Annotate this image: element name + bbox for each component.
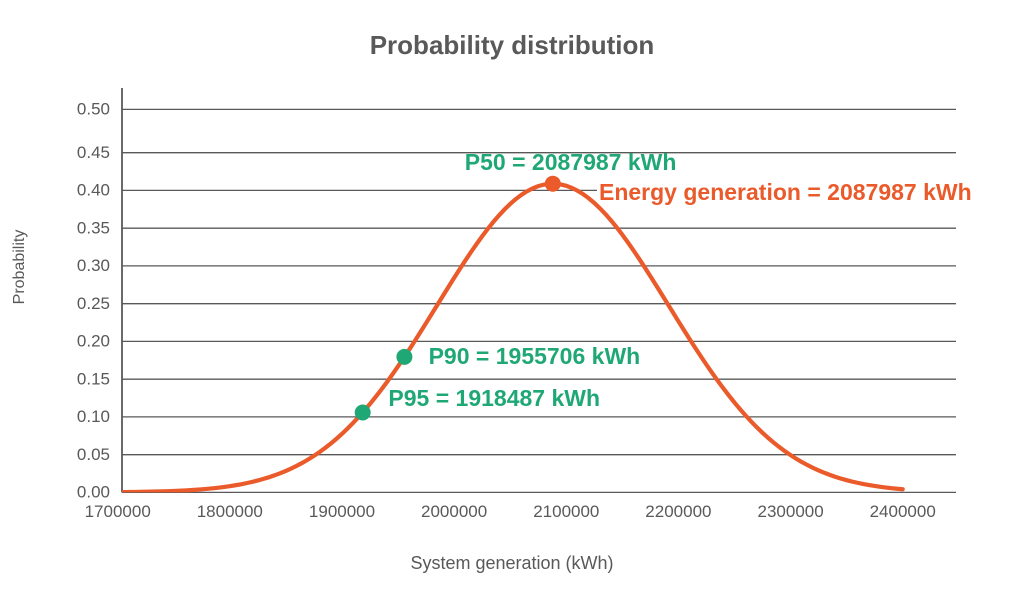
svg-text:0.15: 0.15	[77, 369, 110, 388]
svg-text:1700000: 1700000	[85, 502, 151, 521]
svg-text:0.40: 0.40	[77, 181, 110, 200]
svg-text:2000000: 2000000	[421, 502, 487, 521]
svg-text:0.30: 0.30	[77, 256, 110, 275]
svg-text:P50 = 2087987 kWh: P50 = 2087987 kWh	[465, 149, 677, 175]
svg-text:2400000: 2400000	[870, 502, 936, 521]
svg-text:P90 = 1955706 kWh: P90 = 1955706 kWh	[429, 343, 641, 369]
svg-text:1800000: 1800000	[197, 502, 263, 521]
svg-text:P95 = 1918487 kWh: P95 = 1918487 kWh	[388, 385, 600, 411]
svg-text:0.35: 0.35	[77, 218, 110, 237]
svg-text:2300000: 2300000	[758, 502, 824, 521]
svg-text:0.00: 0.00	[77, 483, 110, 502]
svg-text:1900000: 1900000	[309, 502, 375, 521]
svg-text:2100000: 2100000	[533, 502, 599, 521]
svg-text:0.20: 0.20	[77, 332, 110, 351]
svg-text:0.45: 0.45	[77, 143, 110, 162]
svg-text:0.50: 0.50	[77, 100, 110, 119]
svg-text:Energy generation = 2087987 kW: Energy generation = 2087987 kWh	[599, 179, 972, 205]
svg-text:0.05: 0.05	[77, 445, 110, 464]
svg-text:0.25: 0.25	[77, 294, 110, 313]
svg-text:0.10: 0.10	[77, 407, 110, 426]
svg-text:2200000: 2200000	[645, 502, 711, 521]
